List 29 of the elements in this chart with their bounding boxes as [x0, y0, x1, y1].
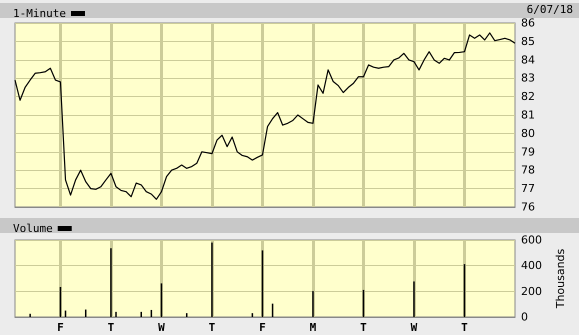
legend-label: 1-Minute: [12, 7, 66, 20]
y-tick-label: 0: [521, 310, 528, 324]
x-tick-label: F: [259, 321, 266, 334]
legend-label: Volume: [12, 222, 53, 235]
x-tick-label: T: [108, 321, 115, 334]
y-tick-label: 85: [521, 34, 535, 48]
x-tick-label: T: [461, 321, 468, 334]
x-tick-label: M: [310, 321, 317, 334]
y-tick-label: 77: [521, 182, 535, 196]
y-tick-label: 86: [521, 16, 535, 30]
text: 6/07/18: [526, 3, 573, 16]
y-tick-label: 81: [521, 108, 535, 122]
y-tick-label: 80: [521, 126, 535, 140]
x-tick-label: F: [57, 321, 64, 334]
y-tick-label: 600: [521, 234, 542, 246]
y-tick-label: 78: [521, 164, 535, 177]
y-tick-label: 79: [521, 145, 535, 158]
x-tick-label: T: [360, 321, 368, 334]
x-tick-label: W: [158, 321, 166, 334]
y-tick-label: 82: [521, 90, 535, 104]
line-series: [14, 32, 516, 200]
y-tick-label: 400: [521, 259, 542, 272]
x-tick-label: W: [410, 321, 418, 334]
y-axis-title: Thousands: [554, 248, 567, 310]
x-tick-label: T: [208, 321, 216, 334]
y-tick-label: 76: [521, 200, 535, 214]
y-tick-label: 83: [521, 72, 535, 85]
y-tick-label: 84: [521, 53, 535, 66]
y-tick-label: 200: [521, 284, 542, 298]
